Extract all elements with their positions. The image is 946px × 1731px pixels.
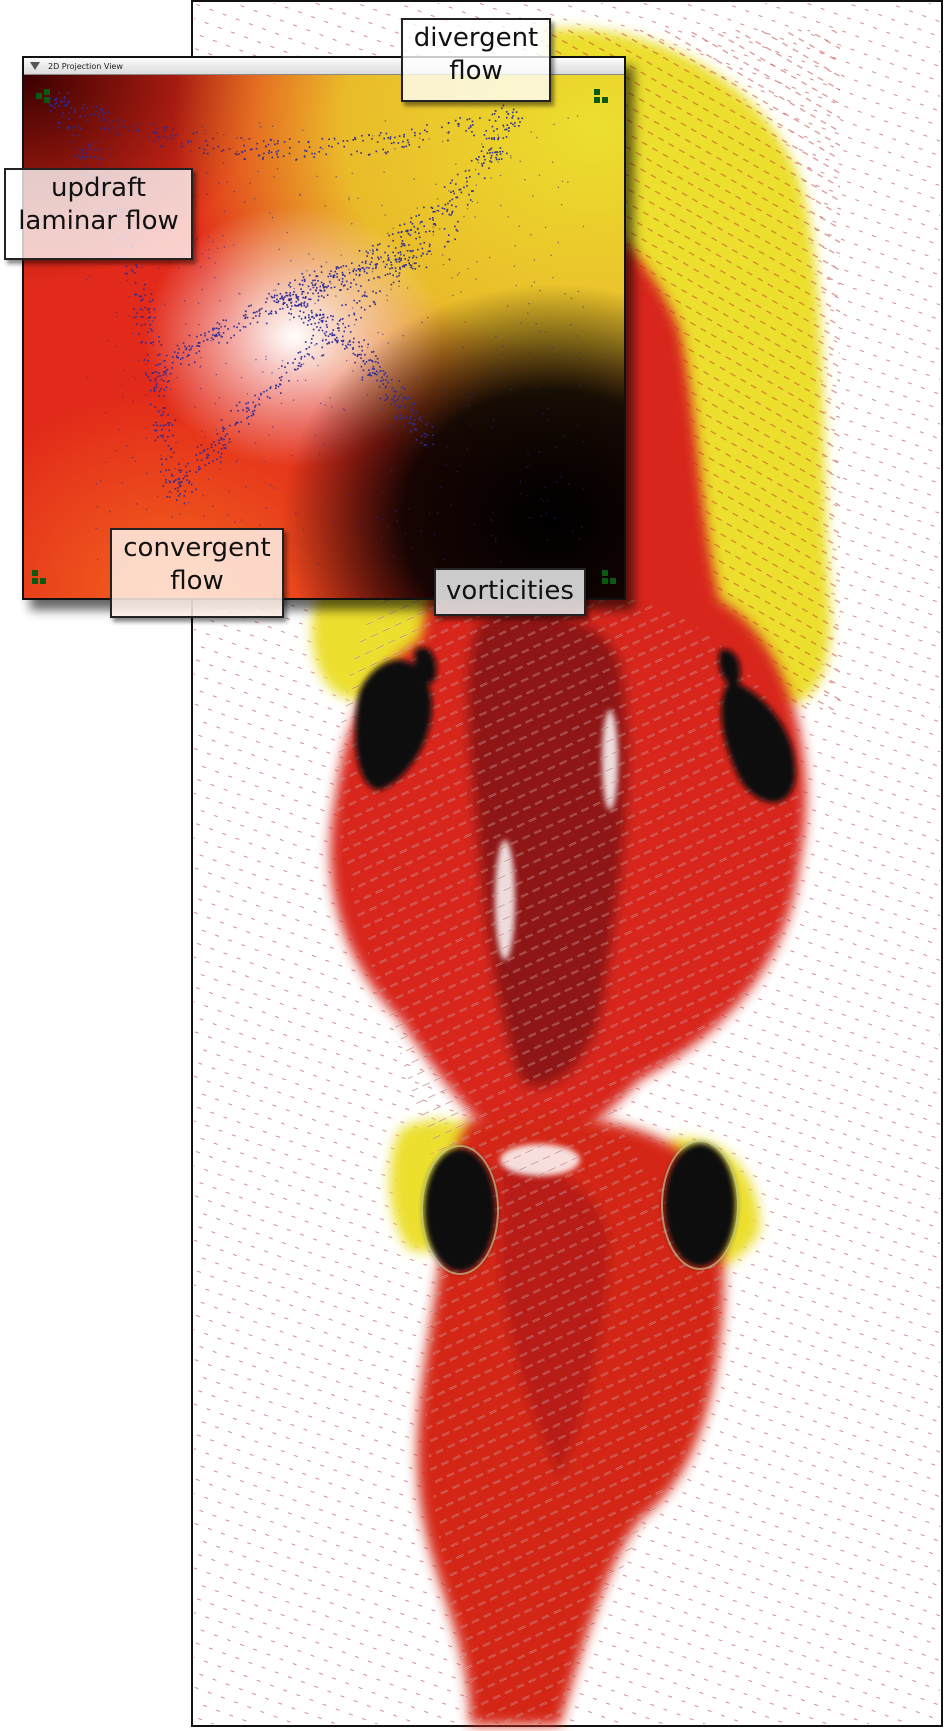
label-updraft-laminar-flow: updraft laminar flow: [4, 168, 193, 260]
label-vorticities: vorticities: [434, 568, 586, 616]
label-convergent-flow: convergent flow: [110, 528, 284, 618]
vortex-region: [355, 647, 796, 1272]
collapse-triangle-icon[interactable]: [30, 62, 40, 70]
window-title: 2D Projection View: [48, 61, 123, 71]
projection-canvas[interactable]: [24, 75, 624, 598]
corner-handle-icon: [32, 89, 616, 584]
projection-window[interactable]: 2D Projection View: [22, 56, 626, 600]
projected-points: [48, 91, 585, 566]
label-divergent-flow: divergent flow: [401, 18, 551, 102]
